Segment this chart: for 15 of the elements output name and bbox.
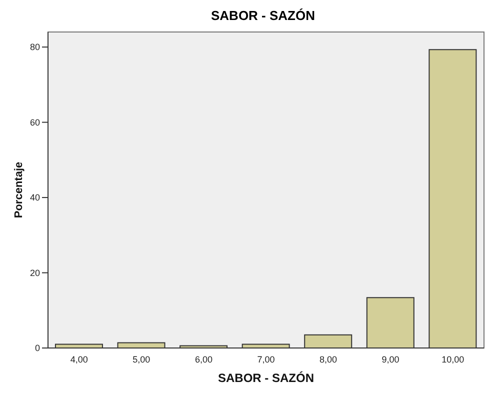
x-tick-label: 10,00 [442,354,464,364]
x-tick-label: 5,00 [132,354,150,364]
x-axis-title: SABOR - SAZÓN [218,371,314,385]
y-axis-title: Porcentaje [12,162,25,218]
y-tick-label: 40 [30,192,40,203]
x-tick-label: 9,00 [382,354,400,364]
chart-title: SABOR - SAZÓN [210,8,316,25]
x-tick-label: 6,00 [194,354,212,364]
y-tick-label: 60 [30,117,40,128]
x-tick-label: 8,00 [320,354,338,364]
y-tick-label: 80 [30,42,40,52]
y-tick-label: 20 [30,268,40,278]
x-tick-label: 7,00 [257,354,275,364]
x-tick-label: 4,00 [70,354,88,364]
y-tick-label: 0 [34,343,40,354]
